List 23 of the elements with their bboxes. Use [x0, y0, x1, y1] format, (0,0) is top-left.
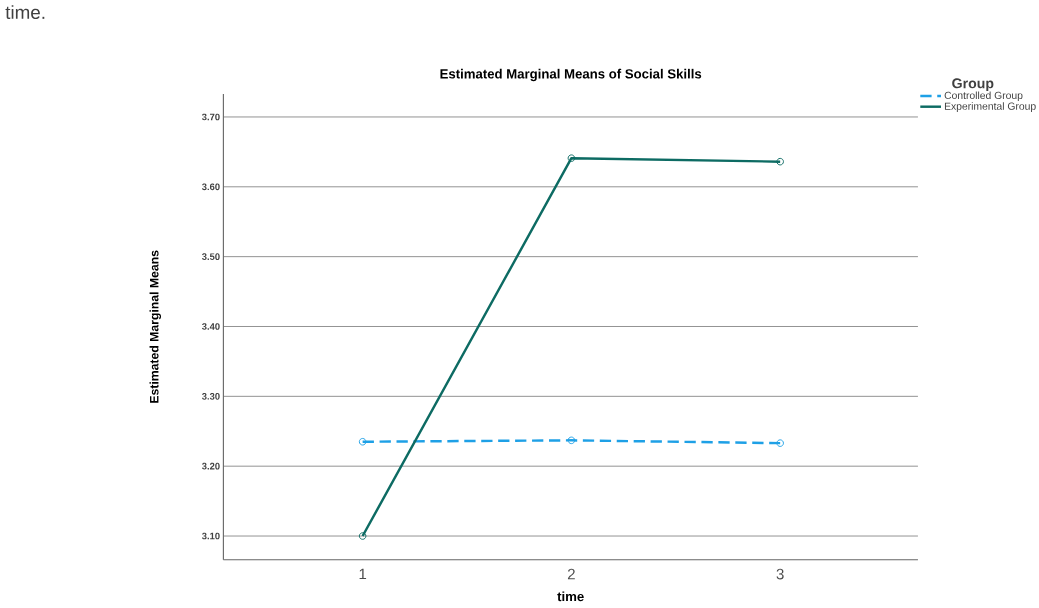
chart-title: Estimated Marginal Means of Social Skills: [440, 68, 702, 82]
y-axis-title: Estimated Marginal Means: [149, 250, 162, 403]
text: time.: [5, 5, 45, 20]
x-tick-label: 1: [359, 568, 367, 580]
point: [776, 439, 784, 447]
x-tick-label: 3: [776, 568, 784, 580]
x-axis-title: time: [557, 591, 584, 602]
point: [358, 437, 367, 446]
y-tick-label: 3.30: [201, 393, 220, 400]
y-tick-label: 3.40: [201, 323, 220, 330]
y-tick-label: 3.60: [201, 183, 220, 191]
y-tick-label: 3.50: [201, 253, 220, 261]
y-tick-label: 3.20: [201, 462, 220, 470]
legend-label: Experimental Group: [944, 102, 1036, 112]
legend-label: Controlled Group: [944, 91, 1023, 102]
point: [776, 157, 784, 166]
point: [567, 436, 576, 445]
y-tick-label: 3.10: [201, 532, 220, 540]
x-tick-label: 2: [567, 568, 575, 580]
point: [358, 532, 367, 540]
legend-title: Group: [952, 78, 994, 92]
point: [567, 154, 576, 162]
y-tick-label: 3.70: [201, 113, 220, 121]
